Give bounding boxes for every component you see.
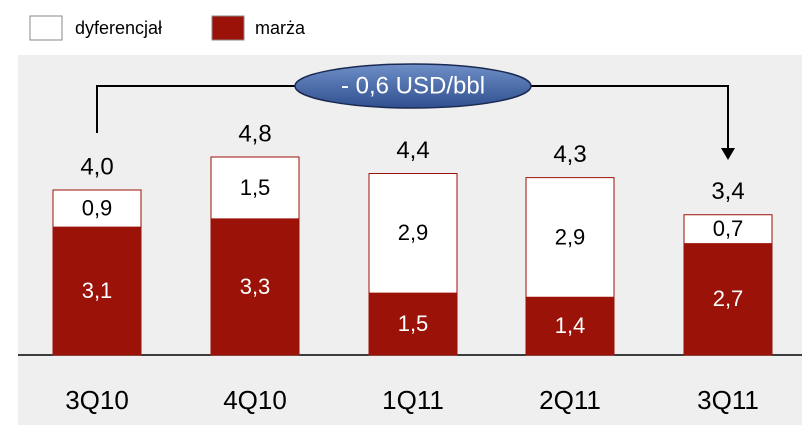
legend-label: marża (255, 18, 306, 38)
total-label: 4,4 (396, 137, 429, 164)
value-label: 2,9 (555, 224, 586, 249)
total-label: 4,8 (238, 120, 271, 147)
bar-segment (210, 156, 300, 220)
x-tick-label: 1Q11 (382, 385, 444, 415)
legend-swatch (29, 15, 63, 41)
value-label: 1,4 (555, 313, 586, 338)
bar-segment (368, 173, 458, 294)
x-tick-label: 4Q10 (223, 385, 287, 415)
bar-segment (683, 214, 773, 245)
value-label: 3,3 (240, 274, 271, 299)
legend-label: dyferencjał (75, 18, 162, 38)
arrowhead (721, 148, 735, 160)
value-label: 2,7 (713, 286, 744, 311)
legend-swatch (211, 15, 245, 41)
x-tick-label: 3Q10 (65, 385, 129, 415)
x-tick-label: 3Q11 (697, 385, 759, 415)
bar-segment (52, 226, 142, 356)
bar-segment (525, 177, 615, 298)
value-label: 2,9 (398, 220, 429, 245)
x-tick-label: 2Q11 (539, 385, 601, 415)
annotation: - 0,6 USD/bbl (341, 72, 485, 99)
value-label: 3,1 (82, 278, 113, 303)
total-label: 4,0 (80, 153, 113, 180)
bar-segment (525, 296, 615, 356)
annotation-bubble (294, 63, 532, 109)
total-label: 3,4 (711, 178, 744, 205)
value-label: 0,7 (713, 216, 744, 241)
bar-segment (368, 292, 458, 356)
bar-segment (52, 189, 142, 228)
value-label: 0,9 (82, 195, 113, 220)
value-label: 1,5 (398, 311, 429, 336)
value-label: 1,5 (240, 175, 271, 200)
total-label: 4,3 (553, 141, 586, 168)
